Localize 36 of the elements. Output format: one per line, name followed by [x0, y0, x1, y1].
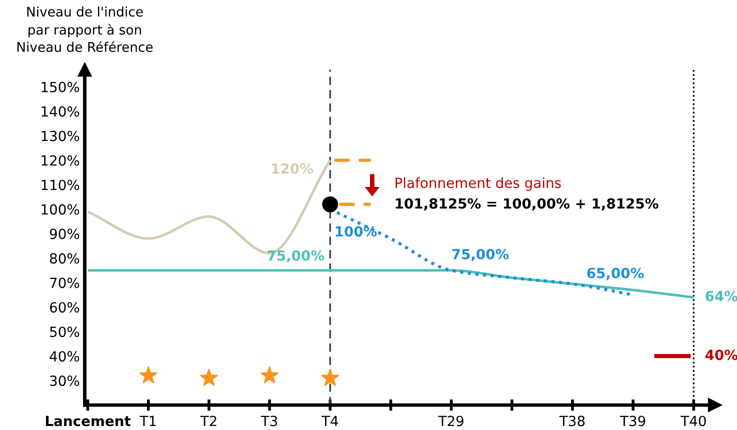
x-tick-label: T1 — [140, 416, 156, 426]
data-label: 75,00% — [452, 248, 509, 262]
y-tick-label: 70% — [50, 278, 80, 288]
point — [322, 196, 338, 212]
x-tick-label: T39 — [620, 416, 646, 426]
y-tick-label: 130% — [42, 130, 80, 142]
point — [140, 366, 158, 384]
x-tick-label: T4 — [321, 416, 338, 426]
line-series — [86, 269, 695, 299]
y-tick-label: 50% — [50, 326, 80, 338]
point — [200, 368, 218, 386]
y-tick-label: 150% — [42, 82, 80, 92]
point — [260, 366, 278, 384]
x-tick-label: Lancement — [46, 416, 131, 426]
y-tick-label: 100% — [42, 204, 80, 215]
y-axis-title: Niveau de l'indice par rapport à son Niveau de Référence — [17, 6, 153, 52]
y-tick-label: 120% — [42, 155, 80, 166]
x-tick-label: T3 — [260, 416, 278, 426]
y-tick-label: 80% — [50, 253, 80, 264]
x-tick-label: T2 — [200, 416, 216, 426]
y-tick-label: 140% — [42, 106, 80, 117]
data-label: 100% — [336, 226, 377, 237]
annotation: 101,8125% = 100,00% + 1,8125% — [396, 198, 658, 210]
x-tick-label: T40 — [680, 416, 706, 426]
y-tick-label: 110% — [42, 180, 80, 190]
annotation: Plafonnement des gains — [396, 177, 561, 191]
x-tick-label: T29 — [438, 416, 464, 426]
x-tick-label: T38 — [559, 416, 585, 426]
point — [321, 368, 339, 386]
y-tick-label: 60% — [50, 302, 80, 313]
y-tick-label: 30% — [50, 376, 80, 386]
data-label: 120% — [272, 163, 314, 174]
data-label: 65,00% — [587, 268, 644, 280]
y-tick-label: 40% — [50, 351, 80, 362]
y-tick-label: 90% — [50, 228, 80, 240]
data-label: 75,00% — [268, 250, 324, 263]
